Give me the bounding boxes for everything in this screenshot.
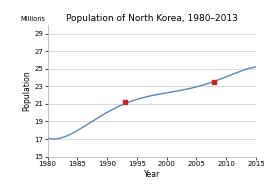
X-axis label: Year: Year	[144, 170, 160, 179]
Title: Population of North Korea, 1980–2013: Population of North Korea, 1980–2013	[66, 14, 238, 23]
Y-axis label: Population: Population	[23, 70, 32, 111]
Text: Millions: Millions	[20, 16, 45, 22]
